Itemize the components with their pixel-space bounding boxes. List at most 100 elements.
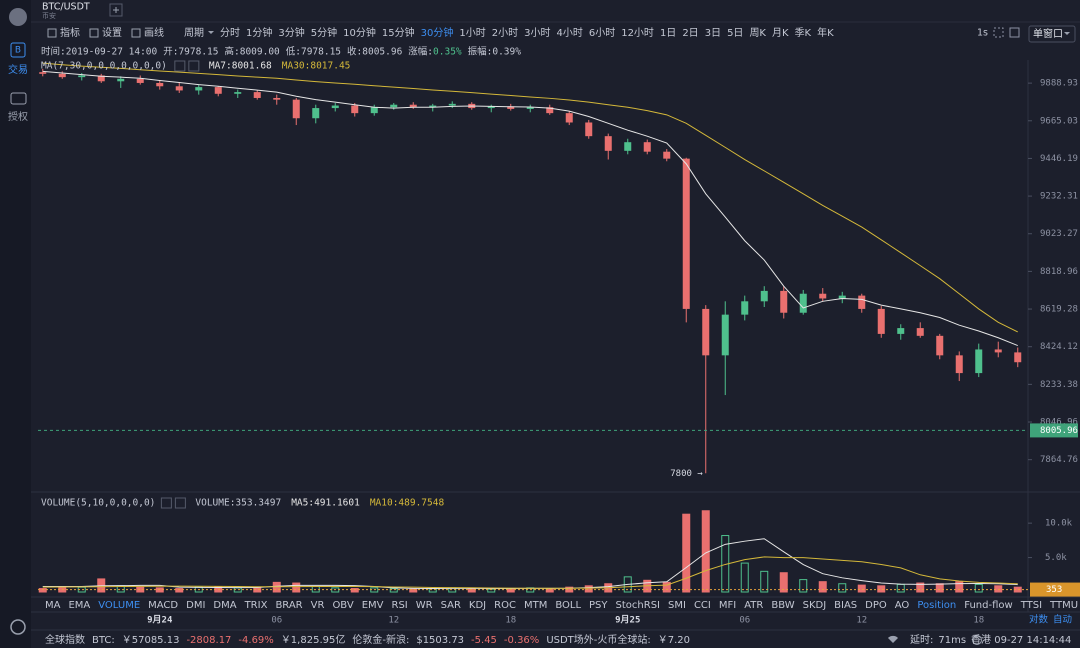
candle-body — [799, 293, 807, 313]
y-tick-label: 9665.03 — [1040, 116, 1078, 126]
tool-icon[interactable] — [47, 28, 57, 38]
indicator-tab[interactable]: Fund-flow — [964, 600, 1012, 611]
candle-body — [117, 78, 125, 82]
period[interactable]: 年K — [817, 26, 834, 39]
indicator-tab[interactable]: BOLL — [555, 600, 581, 611]
footer-item: -4.69% — [238, 635, 273, 646]
indicator-tab[interactable]: DPO — [865, 600, 887, 611]
legend-icon[interactable] — [174, 60, 186, 72]
indicator-tab[interactable]: EMV — [362, 600, 384, 611]
scale-option[interactable]: 自动 — [1053, 614, 1072, 626]
indicator-tab[interactable]: KDJ — [469, 600, 486, 611]
period[interactable]: 3分钟 — [278, 26, 304, 39]
period[interactable]: 12小时 — [621, 27, 654, 39]
period[interactable]: 1日 — [660, 28, 676, 39]
scale-option[interactable]: 对数 — [1029, 614, 1049, 626]
indicator-tab[interactable]: DMA — [213, 600, 236, 611]
footer-item: -2808.17 — [186, 635, 231, 646]
x-tick-label: 18 — [973, 616, 984, 626]
indicator-tab[interactable]: VR — [311, 600, 325, 611]
indicator-tab[interactable]: TTSI — [1020, 600, 1042, 611]
indicator-tab[interactable]: StochRSI — [616, 600, 660, 611]
period[interactable]: 6小时 — [589, 27, 615, 39]
sidebar-item[interactable]: 交易 — [8, 63, 28, 76]
tool-icon[interactable] — [131, 28, 141, 38]
indicator-tab[interactable]: MACD — [148, 600, 178, 611]
last-price-box — [1030, 423, 1078, 438]
tool[interactable]: 画线 — [144, 26, 164, 39]
candle-body — [292, 99, 300, 119]
period[interactable]: 季K — [795, 27, 812, 39]
screenshot-icon[interactable] — [1009, 27, 1020, 38]
period[interactable]: 30分钟 — [421, 26, 454, 39]
period-label[interactable]: 周期 — [184, 27, 204, 39]
trade-icon[interactable] — [10, 42, 26, 58]
y-tick-label: 9446.19 — [1040, 154, 1078, 164]
volume-bar — [175, 588, 184, 593]
indicator-tab[interactable]: ROC — [494, 600, 516, 611]
candle-body — [78, 75, 86, 78]
footer-item: -0.36% — [504, 635, 539, 646]
indicator-tab[interactable]: MTM — [524, 600, 547, 611]
indicator-tab[interactable]: MA — [45, 600, 61, 611]
indicator-tab[interactable]: TTMU — [1049, 600, 1078, 611]
indicator-tab[interactable]: SAR — [441, 600, 461, 611]
footer-item: $1503.73 — [416, 635, 464, 646]
indicator-tab[interactable]: VOLUME — [98, 600, 140, 611]
tool-icon[interactable] — [89, 28, 99, 38]
indicator-tab[interactable]: OBV — [332, 600, 353, 611]
period[interactable]: 2日 — [682, 28, 698, 39]
sidebar-item[interactable]: 授权 — [8, 110, 28, 123]
indicator-tab[interactable]: DMI — [186, 600, 205, 611]
indicator-tab[interactable]: BIAS — [834, 600, 857, 611]
indicator-tab[interactable]: WR — [416, 600, 433, 611]
indicator-tab[interactable]: RSI — [392, 600, 408, 611]
indicator-tab[interactable]: ATR — [744, 600, 763, 611]
indicator-tab[interactable]: PSY — [589, 600, 608, 611]
tool[interactable]: 设置 — [102, 27, 122, 39]
period[interactable]: 10分钟 — [343, 26, 376, 39]
indicator-tab[interactable]: BBW — [771, 600, 794, 611]
candle-body — [351, 105, 359, 114]
footer-item: ￥57085.13 — [122, 635, 180, 646]
period[interactable]: 5分钟 — [311, 26, 337, 39]
ma-line — [42, 70, 1018, 347]
indicator-tab[interactable]: TRIX — [244, 600, 268, 611]
indicator-tab[interactable]: SMI — [668, 600, 686, 611]
period[interactable]: 2小时 — [492, 27, 518, 39]
auth-icon[interactable] — [10, 92, 27, 105]
period[interactable]: 1分钟 — [246, 26, 272, 39]
period[interactable]: 4小时 — [556, 27, 582, 39]
legend-icon[interactable] — [174, 497, 186, 509]
legend-icon[interactable] — [160, 497, 172, 509]
period[interactable]: 周K — [749, 27, 766, 39]
period[interactable]: 15分钟 — [382, 26, 415, 39]
candle-body — [97, 75, 105, 82]
period[interactable]: 分时 — [220, 27, 240, 39]
add-tab[interactable] — [109, 3, 123, 17]
window-select[interactable] — [1028, 25, 1076, 43]
volume-bar — [760, 570, 769, 593]
footer-item: 71ms — [938, 635, 966, 646]
period[interactable]: 1小时 — [459, 27, 485, 39]
period[interactable]: 5日 — [727, 28, 743, 39]
indicator-tab[interactable]: Position — [917, 600, 956, 611]
legend-icon[interactable] — [188, 60, 200, 72]
indicator-tab[interactable]: SKDJ — [803, 600, 827, 611]
volume-bar — [389, 588, 398, 593]
period[interactable]: 3日 — [705, 28, 721, 39]
period[interactable]: 3小时 — [524, 27, 550, 39]
indicator-tab[interactable]: BRAR — [275, 600, 302, 611]
interval[interactable]: 1s — [977, 28, 988, 39]
tool[interactable]: 指标 — [60, 26, 80, 39]
indicator-tab[interactable]: CCI — [694, 600, 711, 611]
candle-body — [682, 158, 690, 309]
period[interactable]: 月K — [772, 27, 789, 39]
settings-icon[interactable] — [10, 619, 26, 635]
indicator-tab[interactable]: EMA — [68, 600, 90, 611]
indicator-tab[interactable]: AO — [895, 600, 910, 611]
fullscreen-icon[interactable] — [993, 27, 1004, 38]
y-tick-label: 8424.12 — [1040, 342, 1078, 352]
indicator-tab[interactable]: MFI — [719, 600, 736, 611]
volume-bar — [682, 513, 691, 593]
